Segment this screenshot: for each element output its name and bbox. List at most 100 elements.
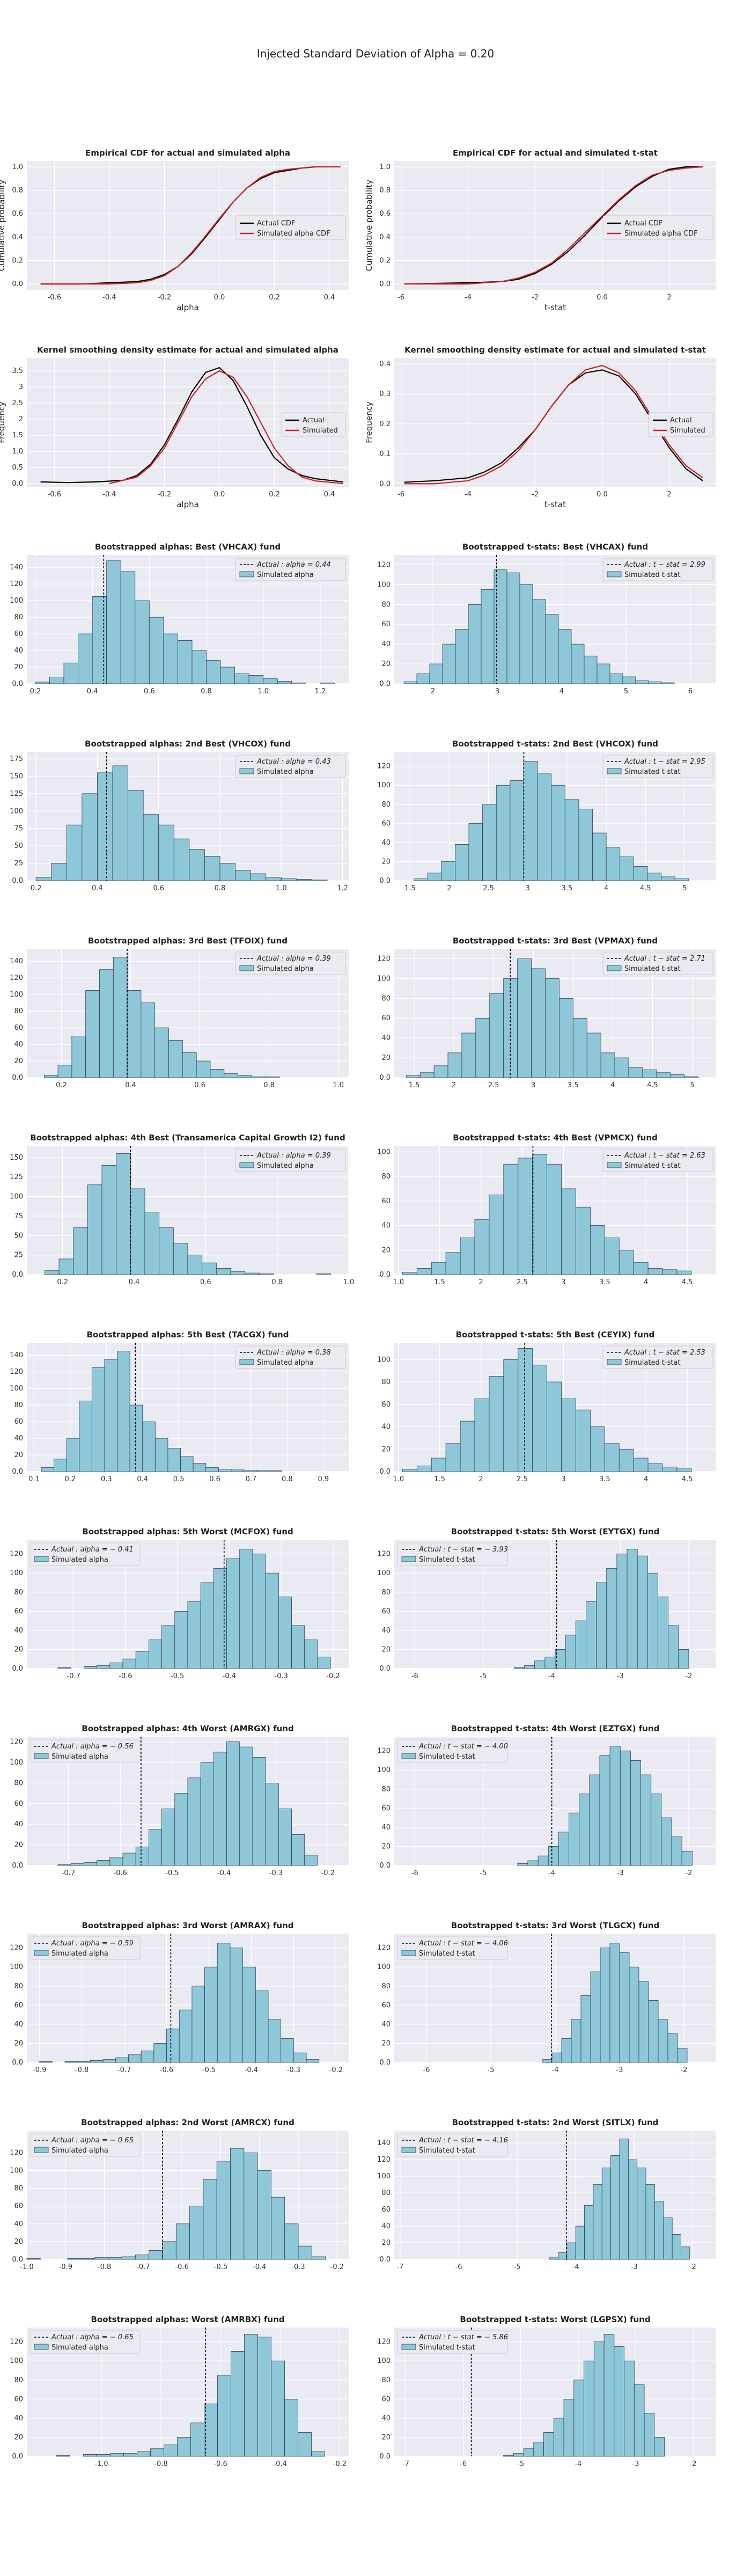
legend-label: Simulated alpha <box>51 2147 108 2155</box>
histogram-bar <box>576 1409 591 1472</box>
histogram-bar <box>633 866 648 881</box>
chart-title: Bootstrapped t-stats: 5th Best (CEYIX) f… <box>456 1330 655 1340</box>
y-tick-label: 0.0 <box>12 1862 23 1870</box>
x-tick-label: 4 <box>610 1081 615 1089</box>
legend-box <box>397 1936 508 1960</box>
x-tick-label: -4 <box>548 1672 555 1680</box>
y-tick-label: 125 <box>10 1173 23 1181</box>
histogram-bar <box>97 2454 111 2457</box>
histogram-bar <box>252 1554 266 1669</box>
histogram-bar <box>575 1620 586 1669</box>
chart-panel-boot-tstat-w2: Bootstrapped t-stats: 2nd Worst (SITLX) … <box>377 2118 716 2271</box>
x-tick-label: 4.5 <box>682 1278 693 1286</box>
y-tick-label: 20 <box>381 2433 391 2441</box>
histogram-bar <box>230 2148 245 2260</box>
legend-box <box>235 558 346 581</box>
legend-label: Simulated <box>670 427 705 435</box>
histogram-bar <box>419 1072 435 1078</box>
histogram-bar <box>532 1365 548 1472</box>
legend-label: Simulated alpha <box>257 965 314 973</box>
x-tick-label: 2.5 <box>517 1475 528 1483</box>
histogram-bar <box>489 1376 504 1472</box>
x-tick-label: -5 <box>480 1672 487 1680</box>
histogram-bar <box>200 1582 214 1669</box>
histogram-bar <box>182 1052 197 1078</box>
histogram-bar <box>106 560 121 684</box>
x-tick-label: 0.4 <box>92 884 103 892</box>
x-tick-label: -6 <box>423 2066 430 2074</box>
histogram-bar <box>57 1864 71 1866</box>
chart-panel-boot-alpha-4: Bootstrapped alphas: 4th Best (Transamer… <box>10 1133 354 1286</box>
histogram-bar <box>102 2059 116 2063</box>
y-tick-label: 100 <box>377 2172 391 2180</box>
histogram-bar <box>296 879 312 881</box>
histogram-bar <box>239 1746 253 1866</box>
histogram-bar <box>97 1665 111 1669</box>
y-tick-label: 80 <box>381 2376 391 2384</box>
y-tick-label: 40 <box>14 1041 23 1049</box>
histogram-bar <box>64 2061 78 2063</box>
x-tick-label: -5 <box>517 2460 524 2468</box>
histogram-bar <box>524 1665 535 1669</box>
y-tick-label: 40 <box>14 2021 23 2029</box>
histogram-bar <box>137 2451 151 2457</box>
histogram-bar <box>317 1657 331 1669</box>
x-tick-label: 2 <box>667 491 671 499</box>
y-tick-label: 100 <box>10 2167 23 2175</box>
y-tick-label: 0.0 <box>379 1074 391 1082</box>
y-tick-label: 40 <box>14 647 23 655</box>
histogram-bar <box>558 629 572 684</box>
legend-label: Simulated alpha <box>257 571 314 579</box>
x-tick-label: -0.7 <box>67 1672 80 1680</box>
histogram-bar <box>178 640 193 684</box>
histogram-bar <box>316 1274 332 1275</box>
histogram-bar <box>445 1443 461 1472</box>
histogram-bar <box>91 1367 105 1472</box>
histogram-bar <box>159 1227 174 1275</box>
y-tick-label: 20 <box>14 2433 23 2441</box>
histogram-bar <box>481 589 495 684</box>
histogram-bar <box>80 2258 95 2260</box>
chart-panel-boot-alpha-w5: Bootstrapped alphas: 5th Worst (MCFOX) f… <box>10 1527 349 1680</box>
histogram-bar <box>628 1067 643 1078</box>
y-axis-label: Cumulative probability <box>0 180 6 272</box>
x-tick-label: -2 <box>681 2066 688 2074</box>
y-tick-label: 120 <box>377 1747 391 1755</box>
x-tick-label: 0.2 <box>57 1278 68 1286</box>
x-tick-label: -2 <box>690 2460 697 2468</box>
x-tick-label: -0.2 <box>329 2066 343 2074</box>
histogram-bar <box>311 2256 326 2260</box>
legend-label: Actual : alpha = − 0.65 <box>51 2136 134 2145</box>
x-tick-label: -2 <box>689 2263 696 2271</box>
x-tick-label: -2 <box>685 1672 692 1680</box>
y-tick-label: 80 <box>14 1007 23 1015</box>
histogram-bar <box>49 677 64 684</box>
histogram-bar <box>97 1860 111 1866</box>
histogram-bar <box>84 1666 98 1669</box>
y-tick-label: 25 <box>14 1252 23 1260</box>
histogram-bar <box>57 1667 71 1669</box>
x-tick-label: -0.4 <box>253 2263 266 2271</box>
legend-box <box>602 1148 713 1172</box>
y-tick-label: 125 <box>10 790 23 798</box>
y-tick-label: 100 <box>10 1193 23 1201</box>
histogram-bar <box>561 1398 576 1472</box>
histogram-bar <box>167 1448 181 1472</box>
chart-title: Empirical CDF for actual and simulated t… <box>453 148 658 158</box>
histogram-bar <box>284 2398 298 2457</box>
histogram-bar <box>213 1568 227 1669</box>
series-line-1 <box>109 370 343 485</box>
histogram-bar <box>101 1165 117 1275</box>
x-tick-label: 0.6 <box>144 687 155 696</box>
histogram-bar <box>544 1657 556 1669</box>
y-tick-label: 40 <box>14 2220 23 2228</box>
legend-label: Actual : t − stat = − 4.06 <box>418 1940 508 1948</box>
legend-box <box>602 558 713 581</box>
y-tick-label: 100 <box>10 1385 23 1393</box>
histogram-bar <box>166 2029 180 2063</box>
chart-panel-boot-tstat-5: Bootstrapped t-stats: 5th Best (CEYIX) f… <box>377 1330 716 1483</box>
histogram-bar <box>519 584 533 684</box>
histogram-bar <box>663 2218 673 2260</box>
histogram-bar <box>121 2256 136 2260</box>
legend-label: Actual : alpha = 0.38 <box>256 1349 331 1357</box>
